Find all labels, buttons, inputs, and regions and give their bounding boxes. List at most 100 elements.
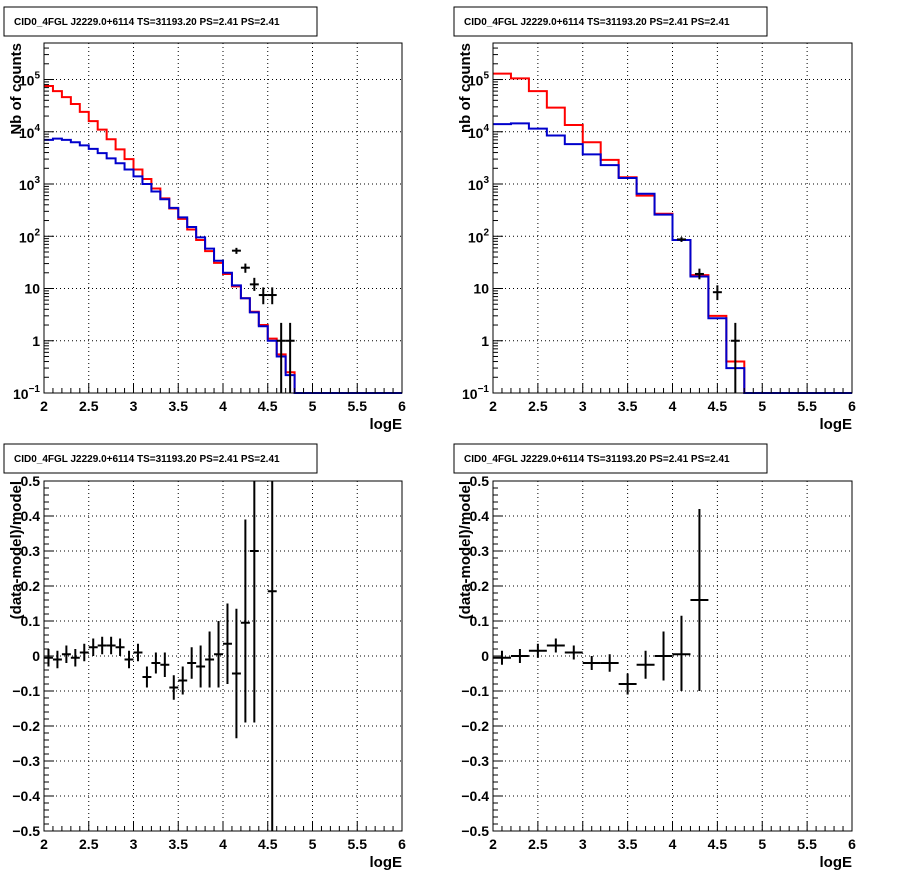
- y-tick-label: 104: [19, 123, 41, 141]
- data-point: [231, 608, 241, 739]
- y-tick-label: 0.1: [470, 613, 490, 629]
- data-point: [178, 666, 188, 695]
- x-tick-label: 3.5: [618, 836, 638, 852]
- y-tick-label: −0.1: [461, 683, 489, 699]
- x-tick-label: 3.5: [169, 836, 189, 852]
- x-tick-label: 5: [758, 398, 766, 414]
- y-tick-label: 10−1: [462, 384, 489, 402]
- y-tick-label: −0.5: [461, 823, 489, 839]
- data-point: [276, 322, 286, 393]
- x-ticks: [43, 821, 403, 831]
- data-point: [730, 322, 740, 393]
- data-point: [61, 645, 71, 663]
- y-ticks: [493, 42, 503, 394]
- data-point: [690, 509, 709, 691]
- data-point: [600, 654, 619, 672]
- y-tick-label: 0.2: [470, 578, 490, 594]
- x-tick-label: 2.5: [79, 398, 99, 414]
- data-point: [240, 263, 250, 273]
- data-point: [249, 481, 259, 723]
- panel-top-right: 2 2.5 3 3.5 4 4.5 5 5.5 6 10−1 1 10 102 103 104 105 logE…: [453, 6, 856, 433]
- data-point: [694, 268, 704, 280]
- data-point: [196, 645, 206, 688]
- x-tick-label: 3: [579, 398, 587, 414]
- data-point: [546, 638, 565, 653]
- x-tick-label: 2.5: [528, 398, 548, 414]
- x-tick-label: 5: [309, 398, 317, 414]
- x-tick-label: 2: [40, 836, 48, 852]
- y-tick-label: −0.5: [12, 823, 40, 839]
- y-tick-label: 0.5: [470, 473, 490, 489]
- x-tick-label: 5.5: [348, 836, 368, 852]
- title-box: [3, 6, 318, 37]
- y-tick-label: 103: [468, 175, 490, 193]
- data-point: [205, 631, 215, 688]
- x-tick-label: 3: [130, 836, 138, 852]
- y-tick-label: 102: [468, 227, 490, 245]
- x-axis-label: logE: [820, 854, 853, 871]
- data-point: [142, 666, 152, 688]
- data-point: [240, 519, 250, 723]
- x-tick-label: 6: [398, 836, 406, 852]
- data-point: [124, 650, 134, 669]
- x-tick-label: 4.5: [708, 398, 728, 414]
- data-point: [169, 675, 179, 700]
- y-ticks: [493, 480, 503, 832]
- histogram-line: [44, 137, 402, 394]
- grid: [44, 43, 402, 393]
- x-tick-label: 4: [219, 398, 227, 414]
- x-ticks: [492, 383, 853, 393]
- x-tick-label: 2: [489, 398, 497, 414]
- data-point: [712, 285, 722, 301]
- data-point: [267, 481, 277, 831]
- x-axis-label: logE: [820, 416, 853, 433]
- data-point: [52, 650, 62, 669]
- data-point: [97, 636, 107, 655]
- chart-title: CID0_4FGL J2229.0+6114 TS=31193.20 PS=2.…: [14, 454, 280, 465]
- x-tick-label: 2: [489, 836, 497, 852]
- data-point: [44, 649, 53, 667]
- x-tick-label: 6: [398, 398, 406, 414]
- panel-top-left: 2 2.5 3 3.5 4 4.5 5 5.5 6 10−1 1 10 102 103 104 105 logE…: [3, 6, 406, 433]
- y-tick-label: 0.2: [21, 578, 41, 594]
- y-tick-label: 105: [468, 71, 490, 89]
- data-point: [223, 603, 232, 684]
- x-tick-label: 4: [669, 836, 677, 852]
- y-tick-label: 103: [19, 175, 41, 193]
- data-point: [564, 645, 583, 660]
- data-point: [672, 615, 691, 691]
- x-tick-label: 3.5: [618, 398, 638, 414]
- x-ticks: [43, 383, 403, 393]
- data-points: [676, 237, 740, 393]
- y-tick-label: 1: [481, 333, 489, 349]
- y-tick-label: 105: [19, 71, 41, 89]
- y-ticks: [44, 42, 54, 394]
- data-point: [493, 650, 511, 665]
- panel-bottom-right: 2 2.5 3 3.5 4 4.5 5 5.5 6 −0.5 −0.4 −0.3 −0.2 −0.1 0 0.…: [453, 443, 856, 871]
- x-ticks: [492, 821, 853, 831]
- x-axis-label: logE: [370, 854, 403, 871]
- y-tick-label: 0.3: [21, 543, 41, 559]
- y-tick-label: 1: [32, 333, 40, 349]
- x-tick-label: 6: [848, 398, 856, 414]
- x-tick-label: 5.5: [797, 836, 817, 852]
- title-box: [453, 443, 768, 474]
- y-axis-label: (data-model)/model: [457, 481, 474, 619]
- data-point: [258, 287, 268, 305]
- data-points: [493, 509, 709, 695]
- x-axis-label: logE: [370, 416, 403, 433]
- data-points: [231, 247, 295, 393]
- data-point: [618, 673, 637, 695]
- y-tick-label: 10: [24, 281, 40, 297]
- data-point: [70, 649, 80, 667]
- x-tick-label: 4.5: [708, 836, 728, 852]
- data-point: [231, 247, 241, 254]
- y-tick-label: 0.4: [21, 508, 41, 524]
- data-point: [214, 621, 223, 688]
- chart-title: CID0_4FGL J2229.0+6114 TS=31193.20 PS=2.…: [464, 454, 730, 465]
- y-tick-label: −0.4: [12, 788, 40, 804]
- y-tick-label: 102: [19, 227, 41, 245]
- data-point: [510, 649, 529, 663]
- x-tick-label: 2: [40, 398, 48, 414]
